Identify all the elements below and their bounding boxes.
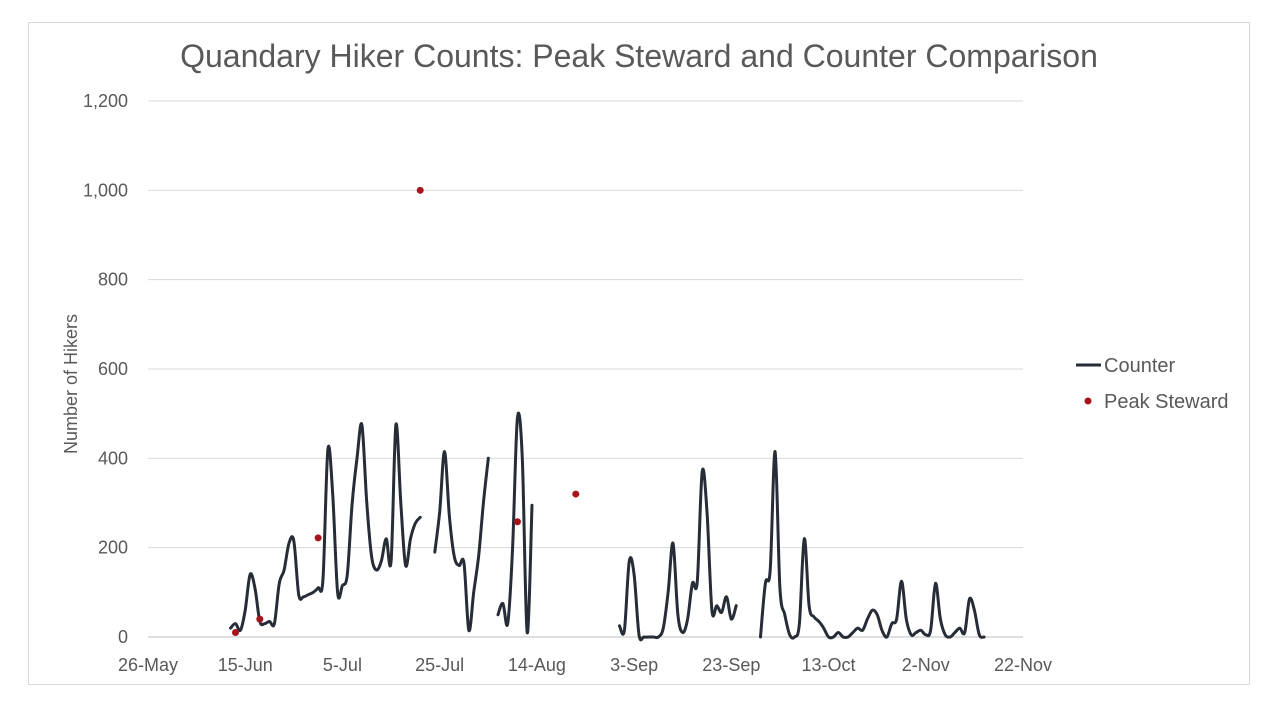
chart-title: Quandary Hiker Counts: Peak Steward and … [180,38,1098,74]
legend-counter-label: Counter [1104,355,1175,377]
chart-frame [28,22,1250,685]
legend: Counter Peak Steward [1076,355,1229,413]
legend-peak-steward-swatch [1084,397,1092,405]
y-tick-label: 1,000 [83,180,128,200]
x-axis-ticks: 26-May 15-Jun 5-Jul 25-Jul 14-Aug 3-Sep 23-Sep… [118,655,1052,675]
counter-line-segment [759,450,986,640]
peak-steward-point [314,534,322,542]
y-axis-label: Number of Hikers [61,314,81,454]
y-axis-ticks: 0 200 400 600 800 1,000 1,200 [83,91,128,647]
counter-series [229,411,986,642]
legend-peak-steward-label: Peak Steward [1104,391,1229,413]
y-tick-label: 1,200 [83,91,128,111]
x-tick-label: 25-Jul [415,655,464,675]
counter-line-segment [618,467,738,642]
x-tick-label: 26-May [118,655,178,675]
peak-steward-point [256,615,264,623]
y-tick-label: 200 [98,538,128,558]
gridlines [148,100,1023,638]
y-tick-label: 400 [98,448,128,468]
y-tick-label: 600 [98,359,128,379]
counter-line-segment [433,450,490,633]
x-tick-label: 13-Oct [802,655,856,675]
x-tick-label: 3-Sep [610,655,658,675]
peak-steward-point [513,518,521,526]
peak-steward-point [572,490,580,498]
y-tick-label: 0 [118,627,128,647]
x-tick-label: 14-Aug [508,655,566,675]
counter-line-segment [229,422,422,633]
peak-steward-point [416,186,424,194]
counter-line-segment [496,411,534,635]
x-tick-label: 22-Nov [994,655,1052,675]
x-tick-label: 5-Jul [323,655,362,675]
peak-steward-point [232,629,239,637]
peak-steward-series [232,186,580,637]
x-tick-label: 2-Nov [902,655,950,675]
x-tick-label: 15-Jun [218,655,273,675]
y-tick-label: 800 [98,270,128,290]
x-tick-label: 23-Sep [702,655,760,675]
